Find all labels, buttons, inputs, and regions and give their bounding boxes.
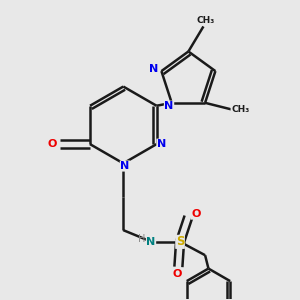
Text: O: O — [191, 209, 200, 219]
Text: O: O — [172, 269, 182, 279]
Text: S: S — [176, 235, 184, 248]
Text: N: N — [164, 101, 174, 111]
Text: H: H — [138, 234, 145, 244]
Text: CH₃: CH₃ — [231, 105, 249, 114]
Text: N: N — [120, 161, 130, 171]
Text: N: N — [149, 64, 159, 74]
Text: CH₃: CH₃ — [197, 16, 215, 25]
Text: N: N — [146, 237, 156, 247]
Text: O: O — [48, 139, 57, 149]
Text: N: N — [157, 139, 166, 149]
